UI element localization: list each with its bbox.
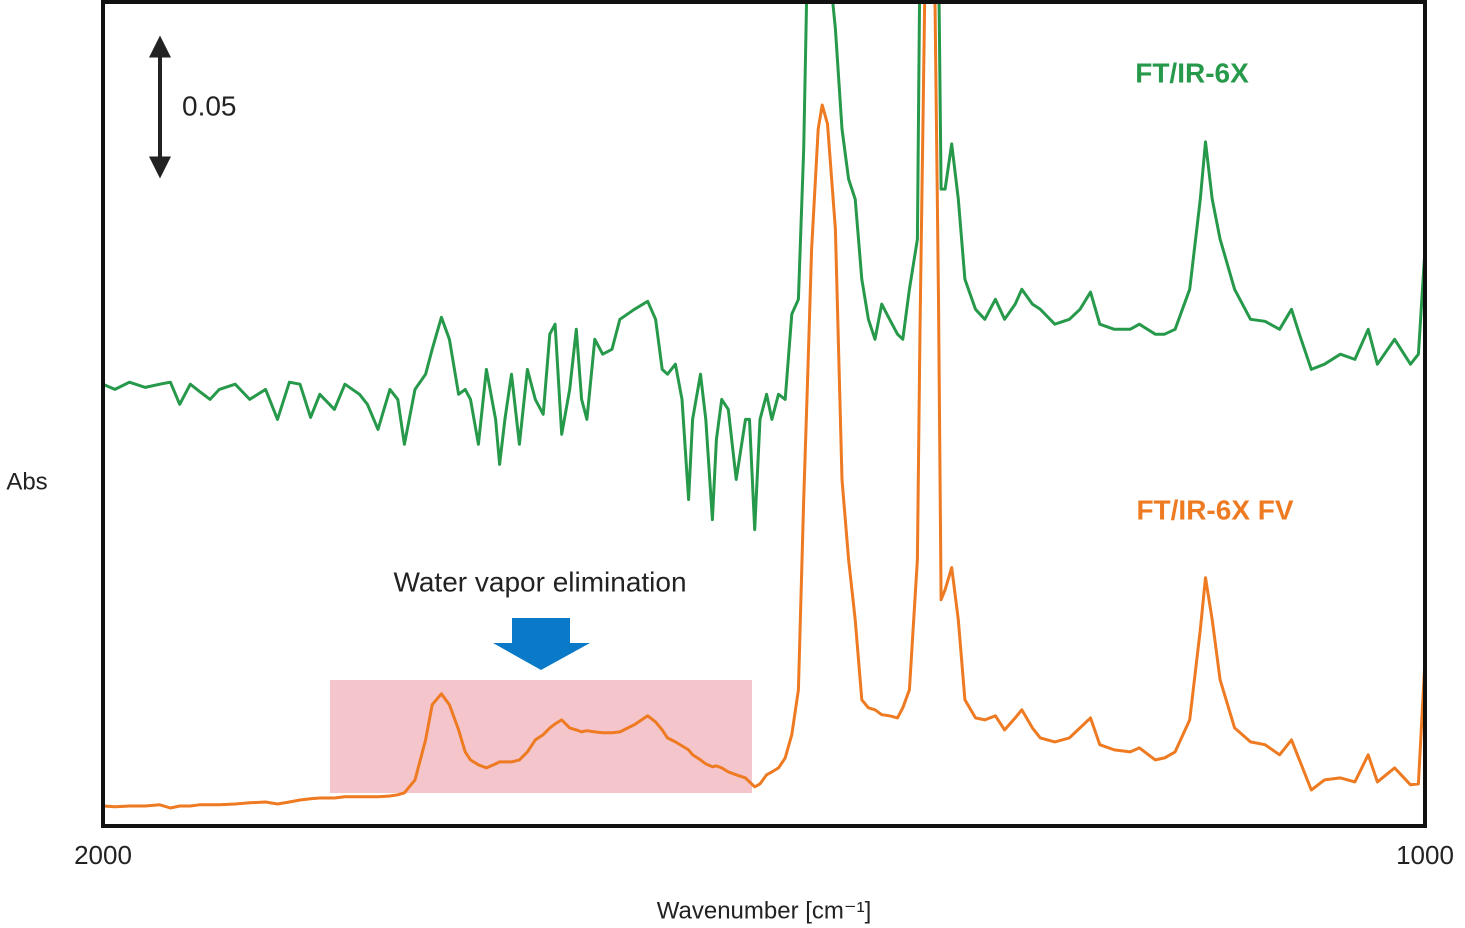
y-axis-label: Abs bbox=[6, 468, 47, 495]
scale-bar-label: 0.05 bbox=[182, 90, 237, 121]
plot-frame bbox=[101, 0, 1427, 828]
down-arrow bbox=[493, 618, 590, 670]
annotation: Water vapor elimination bbox=[393, 566, 686, 597]
spectrum-line bbox=[103, 2, 1425, 810]
scale-bar bbox=[149, 35, 171, 179]
series-label: FT/IR-6X bbox=[1135, 57, 1249, 88]
series-label: FT/IR-6X FV bbox=[1136, 494, 1293, 525]
plot-area bbox=[103, 2, 1425, 810]
x-axis-label: Wavenumber [cm⁻¹] bbox=[657, 897, 872, 924]
scale-bar-head bbox=[149, 35, 171, 58]
scale-bar-head bbox=[149, 156, 171, 179]
x-tick-label: 1000 bbox=[1396, 840, 1454, 870]
spectrum-line bbox=[103, 2, 1425, 532]
x-tick-label: 2000 bbox=[74, 840, 132, 870]
